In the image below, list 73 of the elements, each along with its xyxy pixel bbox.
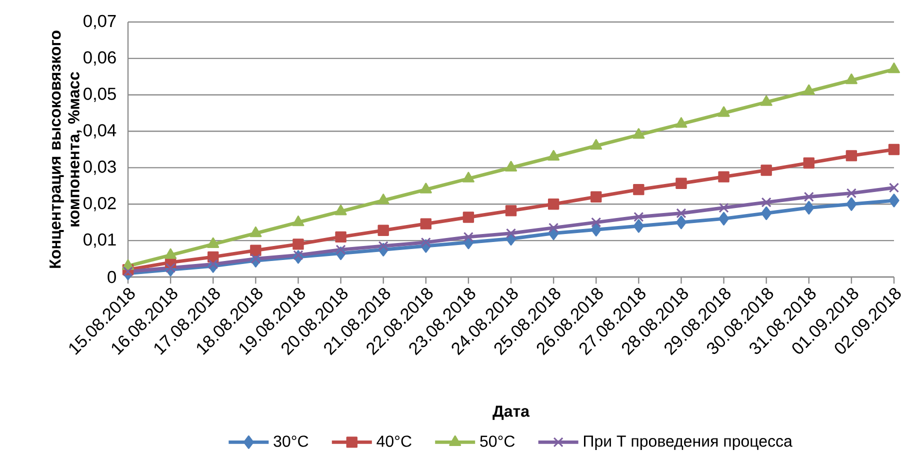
x-axis-title: Дата — [492, 406, 530, 420]
point — [590, 191, 602, 202]
point — [590, 139, 602, 150]
point — [845, 73, 858, 84]
point — [292, 238, 304, 250]
point — [463, 232, 474, 242]
point — [846, 150, 858, 162]
point — [420, 182, 432, 194]
point — [292, 216, 304, 226]
point — [804, 200, 814, 215]
point — [802, 84, 815, 96]
point — [846, 188, 856, 198]
point — [888, 62, 900, 74]
point — [505, 160, 517, 172]
point — [718, 202, 729, 213]
y-tick-label: 0,05 — [84, 88, 116, 102]
y-axis-title: Концентрация высоковязкого компонента, %масс — [50, 30, 82, 268]
legend-label: 40°C — [376, 436, 412, 447]
point — [590, 222, 602, 236]
point — [505, 205, 517, 216]
legend-label: 30°C — [274, 436, 308, 447]
point — [420, 218, 432, 230]
point — [676, 208, 686, 218]
point — [676, 216, 687, 230]
point — [548, 150, 560, 161]
point — [548, 198, 560, 210]
point — [420, 237, 431, 248]
point — [804, 192, 814, 202]
point — [166, 262, 176, 273]
point — [761, 206, 772, 220]
point — [634, 212, 644, 222]
point — [462, 172, 474, 182]
point — [377, 194, 390, 204]
point — [846, 197, 857, 211]
point — [250, 244, 262, 256]
y-tick-label: 0,01 — [84, 233, 116, 248]
y-tick-label: 0,04 — [84, 124, 116, 138]
point — [378, 224, 389, 236]
point — [888, 182, 900, 193]
point — [675, 117, 688, 128]
point — [761, 197, 772, 208]
point — [676, 178, 687, 189]
point — [760, 95, 772, 106]
legend-label: При T проведения процесса — [584, 436, 792, 450]
point — [632, 128, 645, 139]
y-tick-label: 0,02 — [84, 196, 116, 212]
point — [506, 228, 516, 238]
point — [250, 226, 262, 238]
y-tick-label: 0,03 — [84, 160, 116, 175]
point — [888, 194, 900, 208]
point — [462, 212, 474, 223]
point — [888, 144, 900, 156]
y-tick-label: 0 — [108, 270, 116, 284]
point — [760, 164, 772, 176]
point — [335, 231, 346, 243]
point — [548, 222, 559, 233]
point — [718, 171, 730, 182]
point — [718, 212, 730, 226]
point — [803, 157, 814, 169]
point — [378, 240, 388, 252]
point — [250, 254, 261, 264]
point — [293, 250, 304, 260]
point — [207, 237, 220, 248]
point — [633, 184, 644, 196]
point — [591, 217, 602, 228]
point — [334, 204, 347, 216]
legend-label: 50°C — [480, 436, 515, 447]
point — [336, 244, 346, 255]
point — [718, 106, 730, 117]
point — [208, 259, 218, 270]
y-tick-label: 0,06 — [84, 51, 116, 66]
y-tick-label: 0,07 — [84, 14, 116, 30]
point — [633, 219, 644, 233]
